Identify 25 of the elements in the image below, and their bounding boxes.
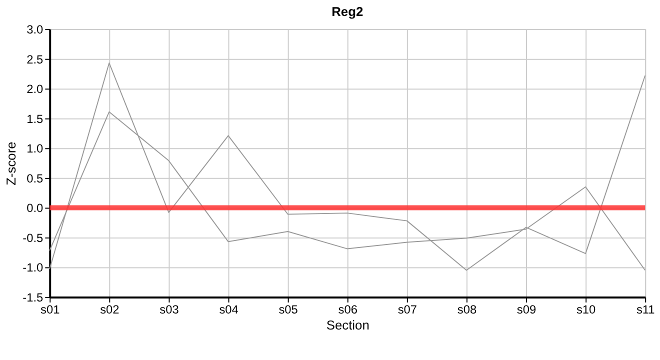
y-tick-label: 0.0 [26, 201, 44, 216]
x-tick-label: s10 [576, 302, 596, 316]
x-tick-label: s03 [160, 302, 180, 316]
x-tick-label: s02 [100, 302, 120, 316]
x-tick-label: s09 [516, 302, 536, 316]
y-tick-label: 1.5 [26, 112, 44, 126]
y-axis-title: Z-score [4, 142, 19, 186]
chart-title: Reg2 [332, 4, 364, 20]
y-tick-label: 0.5 [26, 171, 44, 186]
x-tick-label: s05 [278, 302, 298, 316]
x-tick-label: s11 [636, 302, 656, 316]
x-tick-label: s01 [40, 302, 60, 316]
x-tick-label: s07 [398, 302, 418, 316]
y-tick-label: 3.0 [26, 22, 44, 37]
y-tick-label: -1.5 [22, 290, 44, 304]
x-tick-label: s08 [457, 302, 477, 316]
x-tick-label: s04 [219, 302, 239, 316]
x-tick-label: s06 [338, 302, 358, 316]
y-tick-label: -0.5 [22, 230, 44, 245]
y-tick-label: 1.0 [26, 142, 44, 156]
y-tick-label: 2.0 [26, 82, 44, 96]
y-tick-label: -1.0 [22, 260, 44, 275]
line-series [49, 62, 646, 271]
x-axis-title: Section [326, 317, 370, 332]
y-tick-label: 2.5 [26, 52, 44, 66]
